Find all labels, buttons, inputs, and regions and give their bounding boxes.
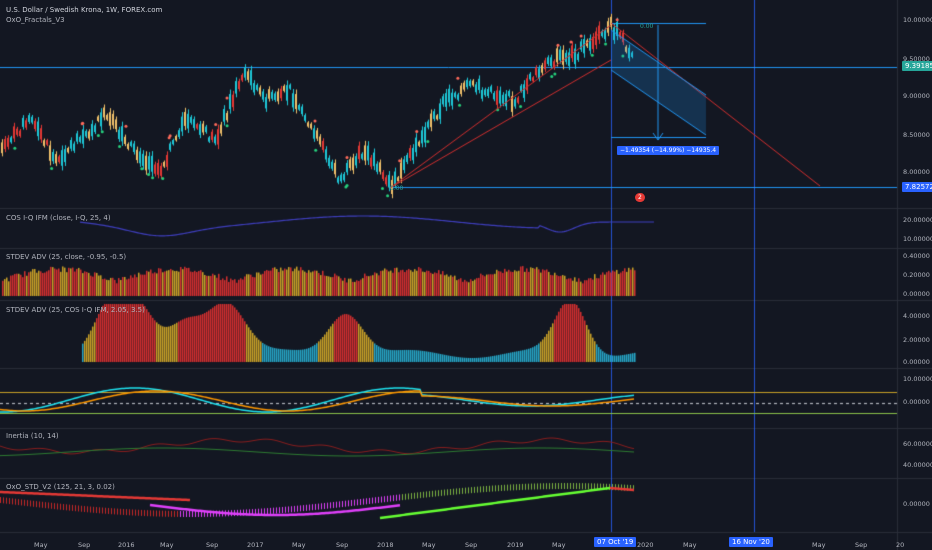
price-tick: 8.50000 — [903, 131, 930, 139]
std-pane-title[interactable]: OxO_STD_V2 (125, 21, 3, 0.02) — [6, 483, 115, 491]
std-axis-tick: 0.00000 — [903, 500, 930, 508]
time-tick: 2017 — [247, 541, 264, 549]
price-tick: 9.00000 — [903, 92, 930, 100]
symbol-title[interactable]: U.S. Dollar / Swedish Krona, 1W, FOREX.c… — [6, 6, 163, 14]
stdev1-axis-tick: 0.00000 — [903, 290, 930, 298]
time-tick: Sep — [465, 541, 478, 549]
fib-bottom-label: 0.00 — [390, 185, 404, 192]
cos-axis-tick: 10.00000 — [903, 235, 932, 243]
cursor-time-tag: 07 Oct '19 — [594, 537, 637, 547]
time-tick: Sep — [336, 541, 349, 549]
osc-axis-tick: 0.00000 — [903, 398, 930, 406]
stdev2-axis-tick: 2.00000 — [903, 336, 930, 344]
time-tick: May — [422, 541, 436, 549]
osc-axis-tick: 10.00000 — [903, 375, 932, 383]
time-tick: Sep — [206, 541, 219, 549]
time-tick: Sep — [855, 541, 868, 549]
time-tick: 2018 — [377, 541, 394, 549]
stdev2-axis-tick: 0.00000 — [903, 358, 930, 366]
time-tick: May — [812, 541, 826, 549]
inertia-axis-tick: 60.00000 — [903, 440, 932, 448]
event-badge[interactable]: 2 — [635, 193, 645, 202]
end-time-tag: 16 Nov '20 — [729, 537, 773, 547]
time-tick: May — [292, 541, 306, 549]
current-price-tag: 9.39185 — [902, 61, 932, 71]
cos-axis-tick: 20.00000 — [903, 216, 932, 224]
inertia-axis-tick: 40.00000 — [903, 461, 932, 469]
fib-top-label: 0.00 — [640, 23, 654, 30]
time-tick: May — [683, 541, 697, 549]
price-tick: 10.00000 — [903, 16, 932, 24]
time-tick: 20 — [896, 541, 905, 549]
cos-pane-title[interactable]: COS I-Q IFM (close, I-Q, 25, 4) — [6, 214, 111, 222]
time-tick: 2020 — [637, 541, 654, 549]
time-tick: 2016 — [118, 541, 135, 549]
stdev2-axis-tick: 4.00000 — [903, 312, 930, 320]
inertia-pane-title[interactable]: Inertia (10, 14) — [6, 432, 59, 440]
stdev1-axis-tick: 0.40000 — [903, 252, 930, 260]
low-price-tag: 7.82572 — [902, 182, 932, 192]
time-tick: May — [160, 541, 174, 549]
time-tick: May — [34, 541, 48, 549]
time-tick: 2019 — [507, 541, 524, 549]
price-tick: 8.00000 — [903, 168, 930, 176]
measure-label[interactable]: −1.49354 (−14.99%) −14935.4 — [617, 146, 720, 155]
stdev2-pane-title[interactable]: STDEV ADV (25, COS I-Q IFM, 2.05, 3.5) — [6, 306, 145, 314]
price-tick: 9.50000 — [903, 55, 930, 63]
time-tick: May — [552, 541, 566, 549]
time-tick: Sep — [78, 541, 91, 549]
fractals-indicator-label[interactable]: OxO_Fractals_V3 — [6, 16, 65, 24]
stdev1-pane-title[interactable]: STDEV ADV (25, close, -0.95, -0.5) — [6, 253, 127, 261]
stdev1-axis-tick: 0.20000 — [903, 271, 930, 279]
